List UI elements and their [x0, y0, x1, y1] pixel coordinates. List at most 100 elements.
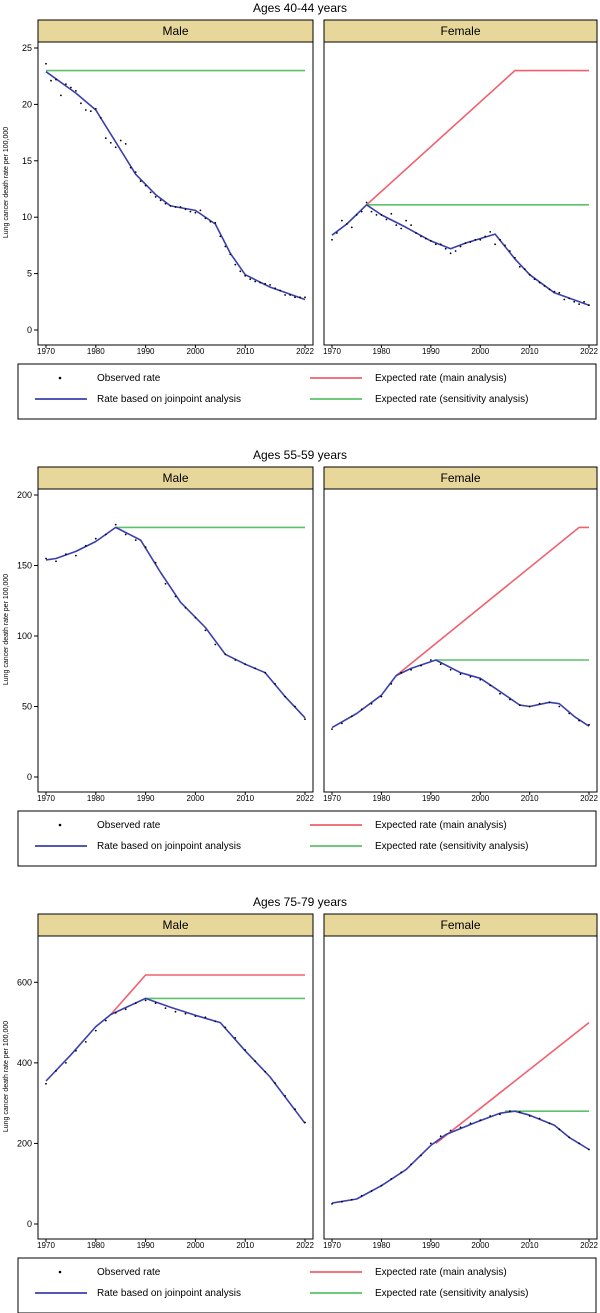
observed-point	[331, 1203, 333, 1205]
observed-point	[214, 221, 217, 224]
x-tick-label: 1990	[137, 794, 155, 803]
observed-point	[94, 537, 97, 540]
observed-point	[449, 1129, 452, 1132]
y-axis-title: Lung cancer death rate per 100,000	[3, 1021, 10, 1132]
observed-point	[479, 1119, 482, 1121]
observed-point	[573, 300, 576, 303]
joinpoint-line	[45, 526, 306, 719]
observed-point	[558, 705, 561, 708]
observed-point	[380, 1184, 383, 1187]
observed-point	[55, 560, 57, 563]
x-tick-label: 2000	[471, 1241, 489, 1250]
observed-point	[284, 1095, 286, 1097]
observed-point	[489, 1115, 492, 1117]
observed-point	[420, 664, 422, 667]
x-tick-label: 1980	[87, 347, 105, 356]
observed-point	[400, 671, 403, 674]
observed-point	[350, 226, 353, 229]
observed-point	[405, 219, 407, 222]
observed-point	[390, 212, 393, 215]
y-tick-label: 200	[17, 1138, 32, 1148]
observed-point	[380, 214, 383, 216]
observed-point	[284, 294, 286, 296]
observed-point	[528, 705, 531, 708]
age-group-2: Ages 55-59 years Lung cancer death rate p…	[3, 448, 598, 867]
legend-joinpoint-label: Rate based on joinpoint analysis	[97, 394, 241, 405]
observed-point	[341, 219, 343, 222]
observed-point	[304, 1121, 306, 1124]
observed-point	[439, 243, 442, 246]
observed-point	[345, 223, 348, 225]
observed-point	[341, 1200, 343, 1203]
observed-point	[509, 698, 511, 701]
observed-point	[254, 280, 257, 283]
observed-point	[65, 1062, 67, 1064]
legend-observed-marker	[58, 376, 62, 380]
observed-point	[254, 667, 257, 670]
observed-point	[385, 218, 388, 221]
legend-observed-marker	[58, 1270, 62, 1274]
observed-point	[479, 238, 482, 241]
legend-observed-label: Observed rate	[97, 820, 161, 831]
observed-point	[159, 199, 162, 202]
observed-point	[70, 86, 72, 89]
observed-point	[249, 278, 252, 281]
observed-point	[104, 137, 107, 140]
observed-point	[518, 704, 521, 706]
observed-point	[558, 291, 561, 294]
observed-point	[464, 242, 467, 245]
group-title: Ages 75-79 years	[253, 895, 347, 909]
observed-point	[479, 678, 482, 681]
y-tick-label: 5	[27, 269, 32, 279]
observed-point	[380, 695, 383, 698]
joinpoint-line	[45, 71, 306, 301]
observed-point	[254, 1060, 257, 1063]
x-tick-label: 2000	[471, 794, 489, 803]
observed-point	[434, 243, 437, 246]
y-tick-label: 25	[22, 43, 32, 53]
x-tick-label: 1970	[37, 347, 55, 356]
observed-point	[114, 146, 117, 149]
observed-point	[264, 1070, 267, 1073]
legend-observed-label: Observed rate	[97, 1267, 161, 1278]
observed-point	[370, 702, 373, 705]
observed-point	[104, 1019, 107, 1022]
panel-strip-label: Male	[162, 24, 188, 38]
x-tick-label: 1990	[137, 1241, 155, 1250]
observed-point	[184, 1012, 187, 1015]
observed-point	[578, 303, 580, 305]
panel-female: Female 1970 1980 1990 2000 2010 2022	[323, 19, 598, 356]
observed-point	[169, 205, 172, 207]
observed-point	[194, 1015, 197, 1017]
observed-point	[360, 1194, 363, 1197]
observed-point	[489, 684, 492, 687]
observed-point	[124, 143, 127, 145]
observed-point	[449, 252, 452, 255]
observed-point	[588, 1148, 590, 1151]
observed-point	[400, 1171, 403, 1174]
observed-point	[365, 201, 368, 204]
x-tick-label: 2010	[236, 1241, 254, 1250]
panel-male: Male 0 5 10 15 20 25 1970 1980 1990 2000 2010 2022	[22, 19, 314, 356]
y-tick-label: 15	[22, 156, 32, 166]
observed-point	[204, 1016, 207, 1019]
observed-point	[154, 1002, 157, 1005]
x-tick-label: 1970	[37, 1241, 55, 1250]
observed-point	[264, 282, 267, 285]
observed-point	[489, 231, 492, 233]
x-tick-label: 2000	[187, 794, 205, 803]
observed-point	[523, 268, 526, 270]
observed-point	[219, 235, 222, 238]
observed-point	[214, 1020, 217, 1023]
observed-point	[229, 253, 232, 256]
expected-main-line	[435, 1021, 590, 1145]
observed-point	[395, 224, 398, 227]
x-tick-label: 1970	[323, 794, 341, 803]
legend: Observed rate Rate based on joinpoint ana…	[17, 1257, 597, 1313]
panel-female: Female 1970 1980 1990 2000 2010 2022	[323, 466, 598, 803]
x-tick-label: 2022	[296, 1241, 314, 1250]
observed-point	[209, 220, 212, 223]
observed-point	[134, 1002, 137, 1005]
x-tick-label: 1990	[137, 347, 155, 356]
legend-joinpoint-label: Rate based on joinpoint analysis	[97, 1288, 241, 1299]
